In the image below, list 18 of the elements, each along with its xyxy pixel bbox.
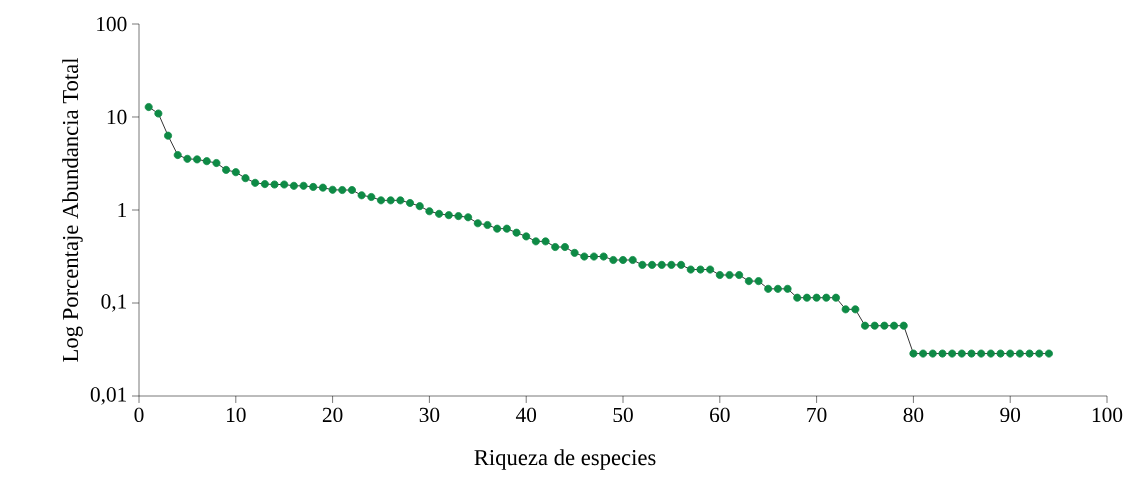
- y-tick-label: 0,1: [101, 294, 127, 312]
- x-tick-label: 100: [1092, 407, 1123, 423]
- x-tick-label: 90: [1000, 407, 1021, 423]
- x-tick-label: 80: [903, 407, 924, 423]
- y-tick-label: 10: [107, 109, 127, 125]
- x-tick-label: 50: [613, 407, 633, 423]
- x-tick-label: 70: [807, 407, 827, 423]
- y-tick-label: 0,01: [90, 387, 127, 405]
- x-tick-label: 10: [227, 407, 246, 423]
- y-tick-label: 100: [97, 16, 127, 32]
- x-tick-label: 0: [134, 407, 144, 423]
- y-tick-label: 1: [118, 202, 127, 218]
- x-tick-label: 40: [515, 407, 537, 423]
- x-tick-label: 20: [322, 407, 343, 423]
- x-axis-title: Riqueza de especies: [474, 449, 656, 470]
- x-tick-label: 30: [419, 407, 440, 423]
- y-axis-title: Log Porcentaje Abundancia Total: [62, 57, 83, 362]
- x-tick-label: 60: [710, 407, 730, 423]
